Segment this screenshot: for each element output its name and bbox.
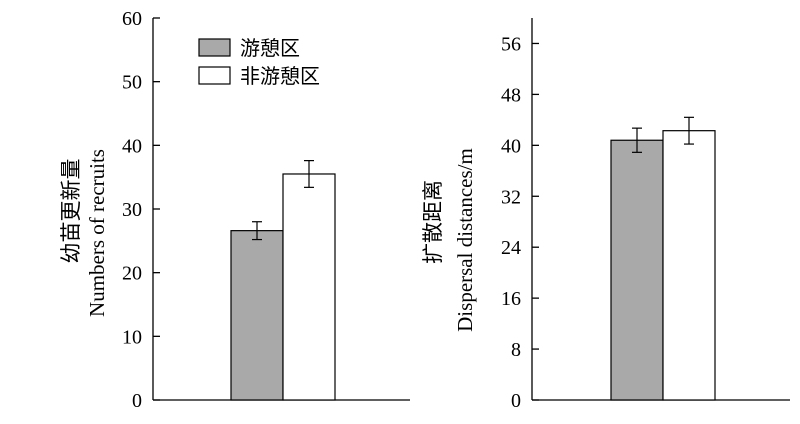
chart-dispersal: 0 8 16 24 32 40 48 56 — [501, 18, 790, 412]
y-axis-title-cn-right: 扩散距离 — [421, 180, 445, 264]
y-tick-label: 0 — [132, 390, 142, 412]
y-tick-label: 40 — [122, 135, 142, 157]
legend-label-non-recreation: 非游憩区 — [240, 65, 320, 88]
y-tick-label: 30 — [122, 199, 142, 221]
legend-label-recreation: 游憩区 — [240, 37, 300, 60]
y-tick-label: 8 — [511, 339, 521, 361]
y-tick-label: 20 — [122, 263, 142, 285]
bar — [662, 130, 716, 401]
y-axis-title-en-right: Dispersal distances/m — [453, 148, 477, 332]
y-tick-label: 24 — [501, 237, 521, 259]
y-tick-label: 60 — [122, 8, 142, 30]
bar — [230, 230, 284, 401]
y-tick-label: 16 — [501, 288, 521, 310]
legend: 游憩区 非游憩区 — [198, 37, 320, 88]
y-axis-title-en-left: Numbers of recruits — [85, 149, 109, 317]
y-axis-title-cn-left: 幼苗更新量 — [59, 159, 83, 264]
legend-swatch-recreation — [198, 38, 231, 57]
y-tick-label: 10 — [122, 326, 142, 348]
y-tick-label: 48 — [501, 84, 521, 106]
legend-swatch-non-recreation — [198, 66, 231, 85]
bar — [610, 139, 664, 401]
y-tick-label: 40 — [501, 135, 521, 157]
y-tick-label: 50 — [122, 72, 142, 94]
y-tick-label: 56 — [501, 33, 521, 55]
y-tick-label: 0 — [511, 390, 521, 412]
bar — [282, 173, 336, 401]
chart-recruits: 0 10 20 30 40 50 60 — [122, 8, 410, 412]
y-tick-label: 32 — [501, 186, 521, 208]
